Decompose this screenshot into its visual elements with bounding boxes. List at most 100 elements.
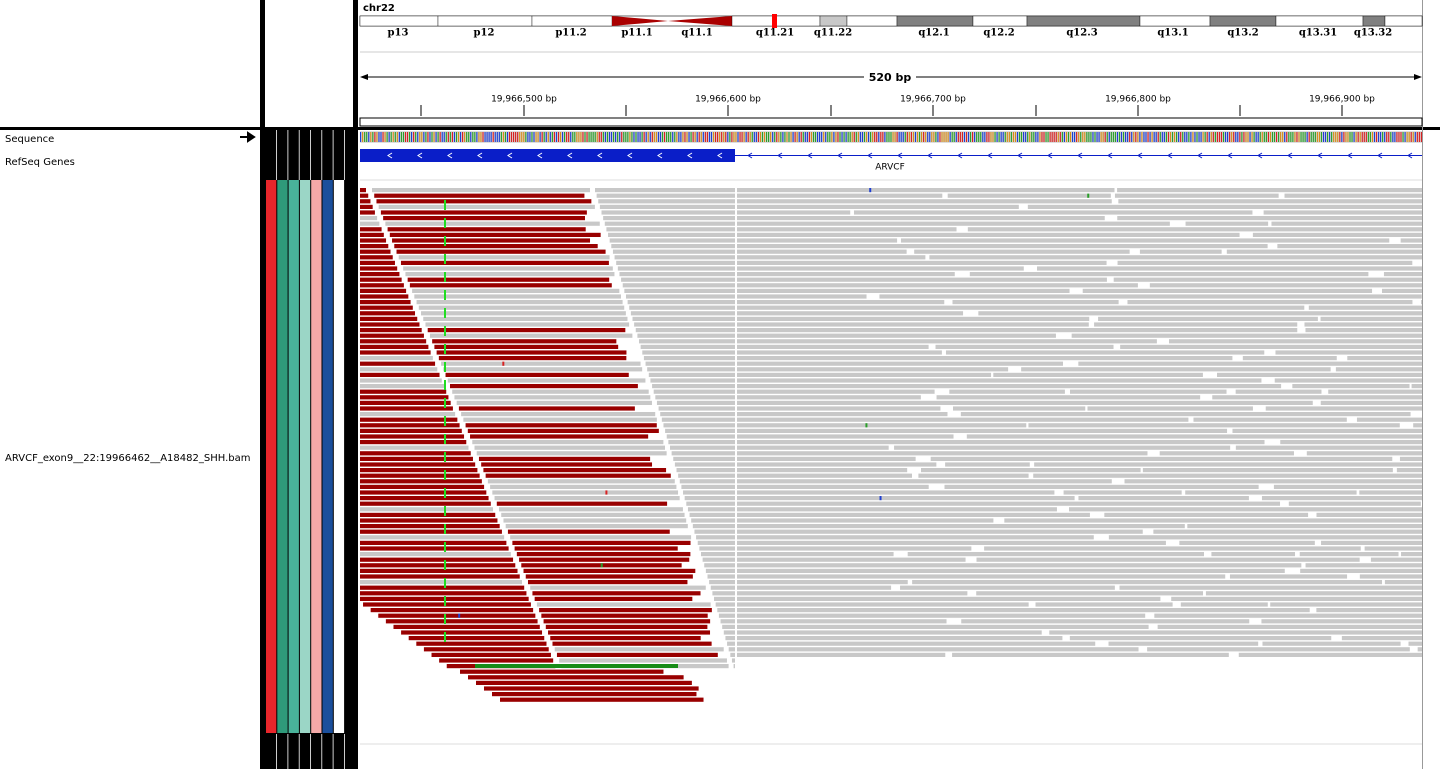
read: [1411, 384, 1422, 389]
base: [959, 132, 961, 142]
base: [1369, 132, 1371, 142]
base: [1047, 132, 1049, 142]
cytoband: [1275, 15, 1364, 27]
read: [536, 602, 711, 607]
base: [927, 132, 929, 142]
read: [737, 468, 908, 473]
read: [737, 356, 1233, 361]
base: [510, 132, 513, 142]
read: [737, 496, 1075, 501]
read: [360, 227, 382, 232]
base: [916, 132, 919, 142]
base: [1365, 132, 1367, 142]
read: [476, 680, 692, 685]
centromere: [668, 16, 732, 26]
base: [1418, 132, 1420, 142]
read: [622, 283, 735, 288]
read: [445, 372, 629, 377]
read: [496, 501, 668, 506]
base: [1016, 132, 1019, 142]
read: [360, 356, 433, 361]
base: [1002, 132, 1004, 142]
cytoband-label: q11.22: [814, 28, 852, 39]
base: [1010, 132, 1012, 142]
read: [648, 372, 735, 377]
base: [661, 132, 664, 142]
base: [547, 132, 549, 142]
read: [403, 266, 613, 271]
read: [1069, 507, 1422, 512]
base: [1229, 132, 1231, 142]
base: [778, 132, 780, 142]
read: [510, 535, 692, 540]
read: [389, 232, 601, 237]
read: [1098, 316, 1318, 321]
read: [1180, 602, 1268, 607]
read: [559, 658, 727, 663]
chevron: [1167, 152, 1173, 159]
ruler-label: 19,966,600 bp: [695, 95, 761, 105]
read: [360, 406, 453, 411]
read: [737, 462, 937, 467]
base: [1218, 132, 1221, 142]
read: [1037, 266, 1422, 271]
read: [360, 496, 489, 501]
read: [642, 350, 735, 355]
base: [553, 132, 555, 142]
read: [666, 434, 735, 439]
base: [1167, 132, 1170, 142]
chromosome: chr22: [363, 3, 395, 14]
base: [1222, 132, 1225, 142]
base: [757, 132, 759, 142]
base: [519, 132, 521, 142]
base: [921, 132, 923, 142]
base: [931, 132, 933, 142]
base: [674, 132, 676, 142]
read: [731, 658, 735, 663]
base: [394, 132, 396, 142]
base: [855, 132, 857, 142]
chevron: [927, 152, 933, 159]
read: [737, 395, 921, 400]
read: [737, 529, 1143, 534]
base: [1061, 132, 1063, 142]
read: [452, 389, 649, 394]
read: [1413, 423, 1422, 428]
base: [1067, 132, 1070, 142]
read: [625, 294, 735, 299]
base: [1208, 132, 1210, 142]
base: [1090, 132, 1092, 142]
base: [876, 132, 878, 142]
base: [1118, 132, 1121, 142]
base: [980, 132, 982, 142]
read: [668, 440, 735, 445]
base: [845, 132, 847, 142]
read: [692, 524, 735, 529]
read: [718, 613, 735, 618]
insertion: [444, 542, 446, 552]
base: [1324, 132, 1327, 142]
attr-cell: [266, 180, 277, 733]
base: [772, 132, 774, 142]
read: [501, 512, 685, 517]
base: [551, 132, 553, 142]
strand-arrow[interactable]: [240, 131, 256, 143]
base: [1074, 132, 1076, 142]
read: [360, 484, 485, 489]
base: [1100, 132, 1102, 142]
read: [945, 350, 1265, 355]
base: [963, 132, 966, 142]
cytoband: [1362, 15, 1386, 27]
read: [360, 260, 395, 265]
base: [1149, 132, 1151, 142]
read: [1320, 400, 1422, 405]
base: [702, 132, 704, 142]
chevron: [567, 152, 573, 159]
base: [774, 132, 776, 142]
read: [953, 406, 1086, 411]
chevron: [717, 152, 723, 159]
read: [674, 462, 735, 467]
base: [849, 132, 851, 142]
base: [1057, 132, 1059, 142]
base: [1163, 132, 1165, 142]
